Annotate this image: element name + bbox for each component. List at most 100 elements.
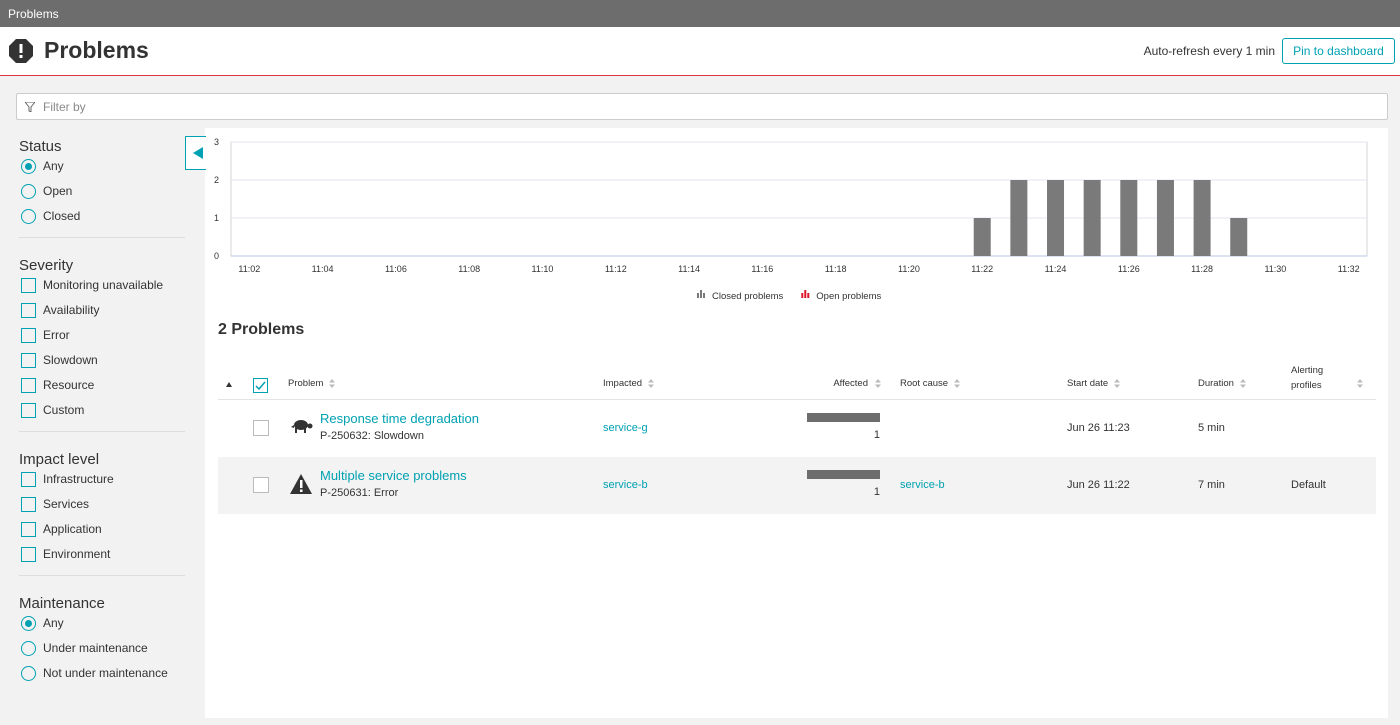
y-tick-label: 2 bbox=[214, 175, 219, 185]
sort-icon[interactable] bbox=[329, 379, 335, 388]
duration: 7 min bbox=[1198, 479, 1225, 491]
table-row[interactable] bbox=[218, 400, 1376, 457]
legend-label: Open problems bbox=[816, 291, 881, 302]
x-tick-label: 11:02 bbox=[238, 264, 260, 274]
column-header[interactable]: Duration bbox=[1198, 378, 1234, 389]
checkbox[interactable] bbox=[21, 472, 36, 487]
radio-dot bbox=[25, 620, 32, 627]
option-label[interactable]: Error bbox=[43, 328, 70, 342]
radio[interactable] bbox=[21, 666, 36, 681]
option-label[interactable]: Application bbox=[43, 522, 102, 536]
tab-bar: Problems bbox=[0, 0, 1400, 27]
checkbox[interactable] bbox=[21, 328, 36, 343]
main-panel: 0 1 2 3 11:02 11:04 11:06 11:08 11:10 11:12 11:14 1… bbox=[185, 128, 1388, 718]
legend-swatch bbox=[807, 293, 810, 298]
tab-title: Problems bbox=[8, 7, 59, 21]
checkbox[interactable] bbox=[21, 303, 36, 318]
auto-refresh[interactable]: Auto-refresh every 1 min bbox=[1143, 44, 1275, 58]
select-all-checkbox[interactable] bbox=[253, 378, 268, 393]
bar bbox=[1230, 218, 1248, 256]
bar bbox=[1193, 180, 1211, 256]
option-label[interactable]: Any bbox=[43, 616, 64, 630]
affected-count: 1 bbox=[873, 486, 880, 498]
row-checkbox[interactable] bbox=[253, 477, 269, 493]
option-label[interactable]: Infrastructure bbox=[43, 472, 114, 486]
separator bbox=[19, 575, 185, 576]
root-cause-link[interactable]: service-b bbox=[900, 479, 945, 491]
group-title: Maintenance bbox=[19, 595, 105, 612]
legend-swatch bbox=[700, 290, 702, 298]
column-header[interactable]: Problem bbox=[288, 378, 324, 389]
checkbox[interactable] bbox=[21, 522, 36, 537]
option-label[interactable]: Environment bbox=[43, 547, 111, 561]
bar bbox=[973, 218, 991, 256]
x-tick-label: 11:18 bbox=[825, 264, 847, 274]
sidebar: Status Any Open Closed Severity Monitoring un… bbox=[0, 128, 205, 725]
column-header[interactable]: Alerting profiles bbox=[1291, 365, 1324, 391]
problem-name[interactable]: Response time degradation bbox=[320, 411, 479, 426]
option-label[interactable]: Not under maintenance bbox=[43, 666, 168, 680]
severity-icon bbox=[290, 474, 312, 494]
column-header[interactable]: Impacted bbox=[603, 378, 643, 389]
y-tick-label: 0 bbox=[214, 251, 219, 261]
radio[interactable] bbox=[21, 641, 36, 656]
sort-icon[interactable] bbox=[648, 379, 654, 388]
expand-all[interactable] bbox=[226, 382, 232, 387]
radio[interactable] bbox=[21, 209, 36, 224]
radio[interactable] bbox=[21, 184, 36, 199]
x-tick-label: 11:30 bbox=[1264, 264, 1286, 274]
option-label[interactable]: Closed bbox=[43, 209, 81, 223]
checkbox[interactable] bbox=[21, 547, 36, 562]
bar bbox=[1083, 180, 1101, 256]
filter-icon bbox=[25, 102, 35, 112]
sort-icon[interactable] bbox=[954, 379, 960, 388]
option-label[interactable]: Any bbox=[43, 159, 64, 173]
option-label[interactable]: Resource bbox=[43, 378, 95, 392]
alerting-profile: Default bbox=[1291, 479, 1326, 491]
row-checkbox[interactable] bbox=[253, 420, 269, 436]
checkbox[interactable] bbox=[21, 497, 36, 512]
x-tick-label: 11:06 bbox=[385, 264, 407, 274]
x-tick-label: 11:16 bbox=[751, 264, 773, 274]
radio[interactable] bbox=[21, 159, 36, 174]
table-row[interactable] bbox=[218, 457, 1376, 514]
checkbox[interactable] bbox=[21, 403, 36, 418]
severity-icon bbox=[291, 420, 313, 433]
impacted-link[interactable]: service-b bbox=[603, 479, 648, 491]
x-tick-label: 11:04 bbox=[312, 264, 334, 274]
option-label[interactable]: Under maintenance bbox=[43, 641, 148, 655]
checkbox[interactable] bbox=[21, 278, 36, 293]
option-label[interactable]: Custom bbox=[43, 403, 85, 417]
bar bbox=[1120, 180, 1138, 256]
start-date: Jun 26 11:23 bbox=[1067, 422, 1130, 434]
affected-bar bbox=[807, 470, 880, 479]
sort-icon[interactable] bbox=[1357, 379, 1363, 388]
collapse-button[interactable] bbox=[185, 136, 206, 170]
problem-name[interactable]: Multiple service problems bbox=[320, 468, 467, 483]
option-label[interactable]: Monitoring unavailable bbox=[43, 278, 164, 292]
sort-icon[interactable] bbox=[1114, 379, 1120, 388]
column-header[interactable]: Start date bbox=[1067, 378, 1109, 389]
option-label[interactable]: Slowdown bbox=[43, 353, 98, 367]
pin-button[interactable]: Pin to dashboard bbox=[1282, 38, 1395, 64]
duration: 5 min bbox=[1198, 422, 1225, 434]
column-header[interactable]: Root cause bbox=[900, 378, 949, 389]
impacted-link[interactable]: service-g bbox=[603, 422, 648, 434]
option-label[interactable]: Availability bbox=[43, 303, 100, 317]
x-tick-label: 11:22 bbox=[971, 264, 993, 274]
column-header[interactable]: Affected bbox=[833, 378, 868, 389]
sort-icon[interactable] bbox=[875, 379, 881, 388]
checkbox[interactable] bbox=[21, 353, 36, 368]
radio-dot bbox=[25, 163, 32, 170]
page-title: Problems bbox=[44, 37, 149, 63]
checkbox[interactable] bbox=[21, 378, 36, 393]
option-label[interactable]: Open bbox=[43, 184, 73, 198]
legend-swatch bbox=[801, 293, 804, 298]
radio[interactable] bbox=[21, 616, 36, 631]
filter-input[interactable]: Filter by bbox=[16, 93, 1388, 120]
sort-icon[interactable] bbox=[1240, 379, 1246, 388]
option-label[interactable]: Services bbox=[43, 497, 90, 511]
affected-bar bbox=[807, 413, 880, 422]
problems-icon bbox=[9, 39, 33, 63]
